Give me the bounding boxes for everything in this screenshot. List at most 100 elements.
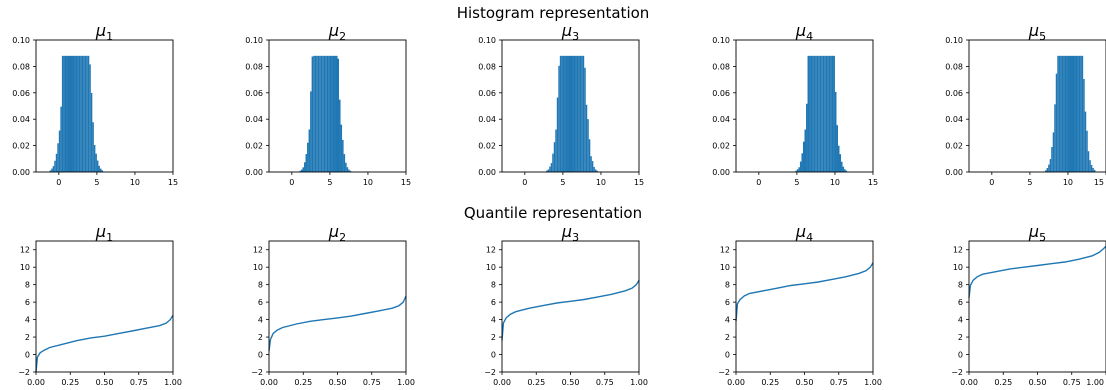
histogram-bar [311,56,314,172]
x-tick-label: 0.25 [61,378,79,387]
histogram-bar [1048,164,1050,172]
x-tick-label: 1.00 [164,378,182,387]
y-tick-label: 0.08 [478,62,496,71]
x-tick-label: 15 [634,178,644,187]
y-tick-label: 2 [725,333,730,342]
y-tick-label: 0.06 [712,89,730,98]
histogram-bar [342,139,344,172]
y-tick-label: 0.08 [712,62,730,71]
histogram-bar [1072,55,1075,173]
histogram-bar [581,55,583,173]
histogram-bar [80,55,82,173]
y-tick-label: 0.02 [12,142,30,151]
histogram-bar [841,161,843,172]
y-tick-label: −2 [718,368,730,377]
histogram-bar [573,55,576,173]
histogram-bar [1080,55,1082,173]
histogram-bar [92,122,94,172]
x-tick-label: 0.50 [796,378,814,387]
histogram-bar [831,55,834,173]
histogram-bar [302,167,305,172]
histogram-bar [596,170,598,172]
histogram-bar [588,139,591,172]
histogram-bar [578,55,580,173]
y-tick-label: 2 [958,333,963,342]
histogram-bar [348,169,350,172]
histogram-bar [1055,73,1058,172]
histogram-bar [326,55,329,173]
histogram-bar [572,55,574,173]
y-tick-label: 0.00 [478,168,496,177]
histogram-bar [349,170,352,172]
histogram-bar [1090,164,1093,172]
x-tick-label: 10 [130,178,140,187]
histogram-bar [60,106,62,172]
x-tick-label: 0.50 [329,378,347,387]
histogram-bar [304,162,306,172]
histogram-bar [796,169,799,172]
y-tick-label: 0.10 [712,36,730,45]
histogram-bar [328,55,330,173]
axes-frame [268,240,407,373]
histogram-bar [78,55,81,173]
histogram-bar [1067,55,1070,173]
histogram-bar [96,160,99,172]
quantile-panel: μ1 −2 0 2 4 6 8 10 12 0.00 0.25 0.50 0.75 1.00 [18,222,182,387]
histogram-bar [822,55,825,173]
histogram-bar [842,166,845,172]
y-tick-label: 4 [958,316,963,325]
histogram-bar [575,55,577,173]
quantile-line [735,262,874,322]
x-tick-label: 0.00 [493,378,511,387]
y-tick-label: −2 [484,368,496,377]
histogram-bar [584,67,586,172]
x-tick-label: 15 [868,178,878,187]
histogram-bar [1058,55,1061,173]
histogram-bar [827,55,829,173]
y-tick-label: 2 [258,333,263,342]
histogram-bar [1086,130,1088,172]
histogram-bar [69,55,72,173]
y-tick-label: 8 [725,281,730,290]
axes-frame [968,39,1106,173]
x-tick-label: 0.75 [1063,378,1081,387]
y-tick-label: 0.02 [712,142,730,151]
histogram-bar [550,163,553,172]
histogram-bar [345,162,347,172]
y-tick-label: 8 [258,281,263,290]
histogram-bar [830,55,832,173]
histogram-bar [564,55,566,173]
histogram-bar [1066,55,1068,173]
axes-frame [501,240,640,373]
y-tick-label: 10 [253,263,263,272]
y-tick-label: 0.02 [245,142,263,151]
histogram-bar [579,55,582,173]
histogram-bar [810,55,813,173]
panel-title: μ4 [795,21,813,43]
histogram-bar [334,55,336,173]
axes-frame [35,240,174,373]
x-tick-label: 0.00 [27,378,45,387]
histogram-bar [299,170,301,172]
histogram-bar [549,166,551,172]
histogram-bar [81,55,84,173]
x-tick-label: 0.25 [761,378,779,387]
x-tick-label: 1.00 [864,378,882,387]
quantile-line [501,279,640,341]
histogram-bar [1089,160,1091,172]
x-tick-label: 15 [168,178,178,187]
histogram-bar [52,166,55,172]
histogram-bar [834,91,837,172]
y-tick-label: 0.00 [12,168,30,177]
y-tick-label: 12 [20,246,30,255]
histogram-bar [1084,111,1087,172]
histogram-bar [567,55,569,173]
panel-title: μ1 [95,21,113,43]
histogram-panel: μ1 0.00 0.02 0.04 0.06 0.08 0.10 0 5 10 15 [12,21,178,187]
histogram-bar [343,154,346,172]
x-tick-label: 0.50 [562,378,580,387]
panel-title: μ4 [795,222,813,244]
histogram-bar [64,55,67,173]
histogram-bar [322,55,324,173]
histogram-bar [86,55,88,173]
